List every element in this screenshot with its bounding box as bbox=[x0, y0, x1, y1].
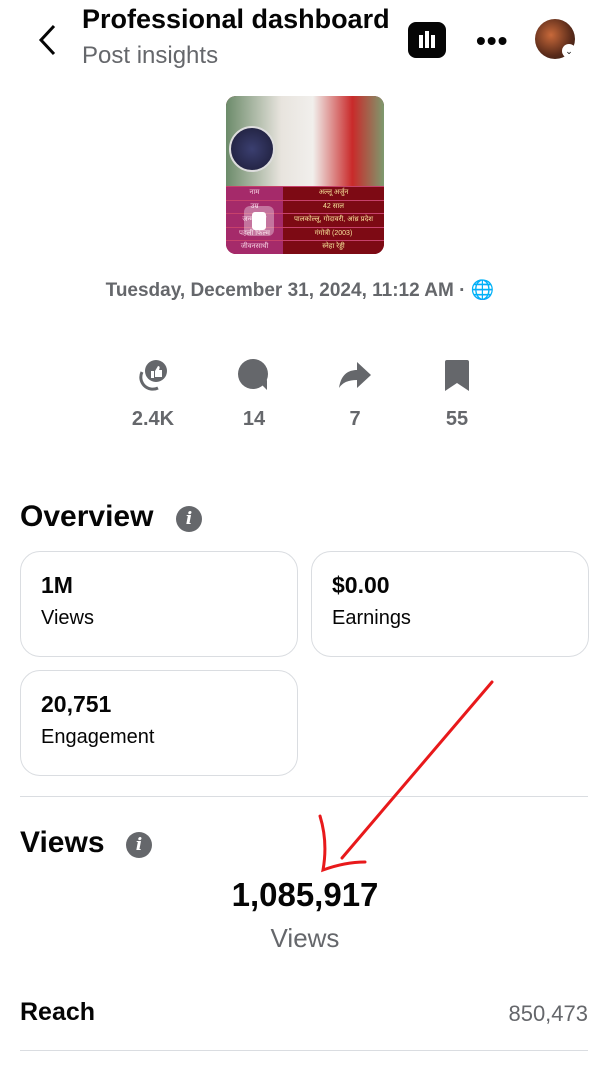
thumbnail-row: पहली फिल्म गंगोत्री (2003) bbox=[226, 226, 384, 241]
engagement-card[interactable]: 20,751 Engagement bbox=[20, 670, 298, 776]
more-icon[interactable]: ••• bbox=[476, 25, 509, 56]
stat-comments[interactable]: 14 bbox=[214, 358, 294, 431]
globe-icon: 🌐 bbox=[470, 280, 495, 301]
thumbnail-row: नाम अल्लू अर्जुन bbox=[226, 186, 384, 200]
post-thumbnail[interactable]: नामअल्लू अर्जुनउम्र42 सालजन्मस्थानपालकोल… bbox=[226, 96, 384, 254]
stat-reactions[interactable]: 2.4K bbox=[113, 358, 193, 431]
earnings-card[interactable]: $0.00 Earnings bbox=[311, 551, 589, 657]
overview-title: Overview bbox=[20, 500, 154, 533]
bar-chart-icon[interactable] bbox=[408, 22, 446, 58]
stat-saves[interactable]: 55 bbox=[417, 358, 497, 431]
info-icon[interactable]: i bbox=[126, 832, 152, 858]
comment-icon bbox=[238, 359, 268, 390]
views-title: Views bbox=[20, 826, 105, 859]
post-date: Tuesday, December 31, 2024, 11:12 AM · 🌐 bbox=[105, 280, 495, 301]
bookmark-icon bbox=[445, 360, 469, 391]
stat-shares[interactable]: 7 bbox=[315, 358, 395, 431]
views-total: 1,085,917 bbox=[231, 876, 379, 913]
thumbnail-key: पहली फिल्म bbox=[226, 227, 283, 241]
reactions-icon bbox=[139, 360, 167, 391]
share-icon bbox=[339, 362, 371, 388]
divider bbox=[20, 1050, 588, 1051]
page-title: Professional dashboard bbox=[82, 4, 390, 34]
thumbnail-value: स्नेहा रेड्डी bbox=[283, 241, 384, 254]
reach-value: 850,473 bbox=[508, 1001, 588, 1026]
views-card[interactable]: 1M Views bbox=[20, 551, 298, 657]
thumbnail-key: नाम bbox=[226, 187, 283, 200]
thumbnail-value: पालकोल्लू, गोदावरी, आंध्र प्रदेश bbox=[283, 214, 384, 227]
thumbnail-value: 42 साल bbox=[283, 200, 384, 214]
divider bbox=[20, 796, 588, 797]
thumbnail-value: गंगोत्री (2003) bbox=[283, 227, 384, 241]
thumbnail-key: जीवनसाथी bbox=[226, 241, 283, 254]
post-photo bbox=[226, 96, 384, 186]
back-icon[interactable] bbox=[34, 22, 64, 58]
info-icon[interactable]: i bbox=[176, 506, 202, 532]
thumbnail-key: उम्र bbox=[226, 200, 283, 214]
thumbnail-value: अल्लू अर्जुन bbox=[283, 187, 384, 200]
views-total-label: Views bbox=[270, 923, 340, 953]
image-icon bbox=[244, 206, 274, 236]
chevron-down-icon[interactable]: ⌄ bbox=[562, 44, 576, 58]
reach-label: Reach bbox=[20, 998, 96, 1026]
thumbnail-row: जीवनसाथी स्नेहा रेड्डी bbox=[226, 240, 384, 254]
page-subtitle: Post insights bbox=[82, 42, 219, 69]
thumbnail-row: उम्र 42 साल bbox=[226, 199, 384, 214]
